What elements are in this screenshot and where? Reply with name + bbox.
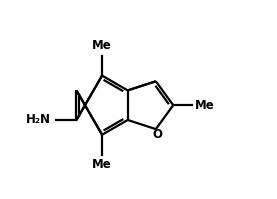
- Text: H₂N: H₂N: [26, 113, 51, 127]
- Text: Me: Me: [92, 158, 112, 171]
- Text: Me: Me: [92, 39, 112, 52]
- Text: O: O: [153, 128, 163, 141]
- Text: Me: Me: [195, 99, 215, 112]
